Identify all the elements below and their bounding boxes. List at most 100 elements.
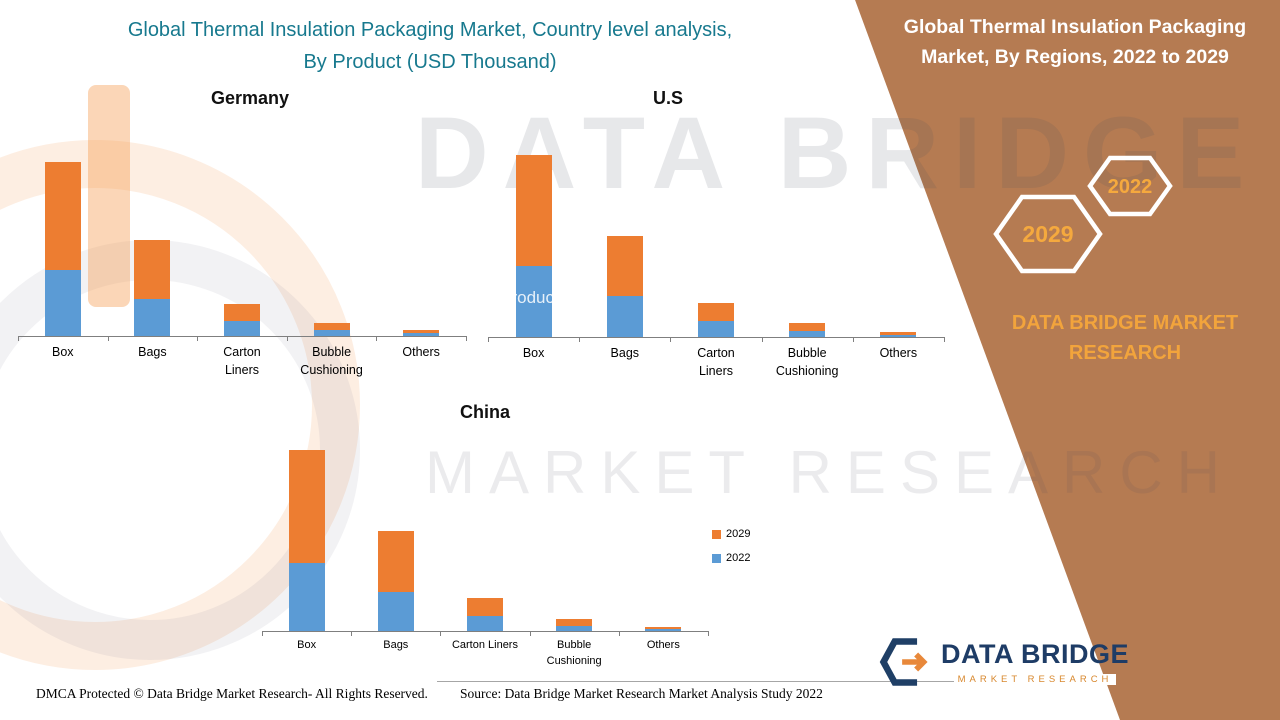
bar-group-others [880,332,917,337]
chart-legend: 2029 2022 [712,528,750,576]
x-axis-label: Others [646,639,680,651]
x-axis-label: Carton Liners [697,346,735,379]
axis-tick [488,337,489,342]
bar-segment-2029 [789,323,826,331]
bar-segment-2022 [44,270,81,336]
region-title-line2: Market, By Regions, 2022 to 2029 [921,46,1229,68]
axis-tick [197,336,199,341]
bar-segment-2029 [466,598,503,616]
bar-segment-2029 [880,332,917,335]
bar-group-others [645,627,682,631]
region-panel-title: Global Thermal Insulation Packaging Mark… [880,12,1270,72]
x-axis-label: Box [297,639,317,651]
bar-segment-2029 [606,236,643,296]
footer-divider-line [437,681,1280,682]
x-axis-label: Bubble Cushioning [775,346,839,379]
year-badge-2022: 2022 [1108,176,1153,198]
axis-tick [944,337,945,342]
bar-segment-2022 [515,266,552,337]
bar-group-box [515,155,552,337]
axis-tick [761,337,763,342]
x-axis-label: Carton Liners [223,345,261,378]
bar-group-bubble-cushioning [556,619,593,631]
chart-x-labels-us: Box Bags Carton Liners Bubble Cushioning Oth… [488,344,944,380]
bar-group-carton-liners [697,303,734,337]
axis-tick [440,631,442,636]
bar-group-others [403,330,440,336]
bar-segment-2029 [288,450,325,563]
axis-tick [579,337,581,342]
bar-segment-2022 [377,592,414,631]
legend-item-2022: 2022 [712,552,750,564]
page-title-line1: Global Thermal Insulation Packaging Mark… [127,19,733,41]
page-title-line2: By Product (USD Thousand) [303,51,557,73]
bar-segment-2029 [697,303,734,321]
legend-label-2022: 2022 [726,552,751,564]
bar-group-box [44,162,81,336]
x-axis-label: Box [52,345,74,359]
bar-segment-2029 [403,330,440,333]
bar-segment-2022 [134,299,171,336]
axis-tick [351,631,353,636]
decor-orange-bar [88,85,130,307]
year-badges: 2022 2029 [993,155,1173,274]
databridge-hexagon-logo-icon [879,638,928,686]
bar-segment-2029 [377,531,414,592]
bar-segment-2022 [697,321,734,337]
axis-tick [852,337,854,342]
axis-tick [708,631,709,636]
databridge-logo: DATA BRIDGE MARKET RESEARCH [876,634,1129,690]
bar-segment-2022 [466,616,503,631]
region-title-line1: Global Thermal Insulation Packaging [903,16,1247,38]
x-axis-label: Others [402,345,440,359]
chart-plot-germany [18,112,467,341]
axis-tick [529,631,531,636]
bar-group-carton-liners [466,598,503,631]
legend-item-2029: 2029 [712,528,750,540]
bar-segment-2022 [403,333,440,336]
x-axis-label: Bags [610,346,640,360]
hexagon-2022-icon [1087,155,1173,217]
bar-group-bags [377,531,414,631]
chart-title-germany: Germany [210,88,290,108]
bar-group-box [288,450,325,631]
bar-segment-2022 [556,626,593,631]
page-title: Global Thermal Insulation Packaging Mark… [30,14,830,78]
legend-swatch-2022 [712,553,721,563]
legend-label-2029: 2029 [726,528,751,540]
hexagon-2029-icon [993,194,1103,274]
x-axis-label: Others [879,346,918,360]
logo-tagline: MARKET RESEARCH [953,674,1117,685]
brand-text: DATA BRIDGE MARKET RESEARCH [1011,312,1239,364]
axis-tick [670,337,672,342]
logo-text-block: DATA BRIDGE MARKET RESEARCH [941,634,1129,690]
bar-segment-2022 [789,331,826,337]
source-note: Source: Data Bridge Market Research Mark… [460,686,823,701]
year-badge-2029: 2029 [1022,221,1073,247]
bar-group-bubble-cushioning [789,323,826,337]
chart-title-china: China [459,402,510,422]
logo-name: DATA BRIDGE [941,639,1129,669]
bar-segment-2022 [645,629,682,631]
bar-segment-2029 [313,323,350,330]
bar-segment-2029 [556,619,593,626]
bar-segment-2022 [288,563,325,631]
bar-segment-2022 [880,335,917,337]
chart-germany: Germany Box Bags Carton Liners Bubble Cushi… [18,88,467,379]
axis-tick [618,631,620,636]
legend-swatch-2029 [712,529,721,539]
chart-title-us: U.S [652,88,683,108]
dmca-notice: DMCA Protected © Data Bridge Market Rese… [36,686,428,701]
x-axis-label: Bags [138,345,167,359]
bar-group-bags [134,240,171,336]
x-axis-label: Bubble Cushioning [546,639,602,667]
axis-tick [107,336,109,341]
chart-x-labels-germany: Box Bags Carton Liners Bubble Cushioning Oth… [18,343,466,379]
chart-plot-us [488,112,945,342]
chart-china: China Box Bags Carton Liners Bubble Cushion… [262,402,709,670]
bar-segment-2022 [606,296,643,337]
bar-segment-2029 [134,240,171,299]
chart-x-labels-china: Box Bags Carton Liners Bubble Cushioning Oth… [262,638,708,670]
bar-segment-2029 [645,627,682,629]
axis-tick [466,336,467,341]
